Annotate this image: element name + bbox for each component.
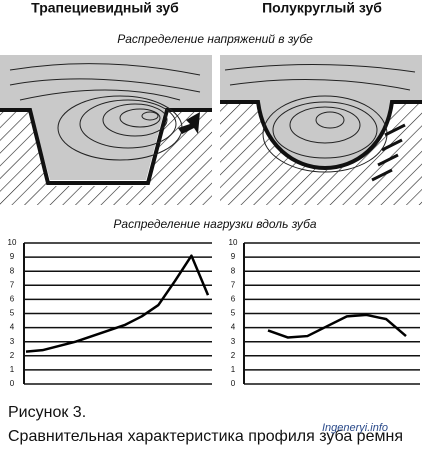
y-tick-label: 9 [10,252,15,261]
y-tick-label: 0 [10,379,15,388]
y-tick-label: 5 [231,309,236,318]
y-tick-label: 2 [10,351,15,360]
y-tick-label: 3 [10,337,15,346]
y-tick-label: 6 [10,295,15,304]
y-tick-label: 4 [10,323,15,332]
y-tick-label: 3 [231,337,236,346]
load-caption: Распределение нагрузки вдоль зуба [113,217,317,231]
y-tick-label: 7 [10,280,15,289]
header: Полукруглый зуб [262,0,382,16]
y-tick-label: 2 [231,351,236,360]
semicircle-diagram [220,55,422,205]
y-tick-label: 9 [231,252,236,261]
load-curve [25,254,210,353]
y-tick-label: 8 [10,266,15,275]
y-tick-label: 1 [10,365,15,374]
figure-caption: Сравнительная характеристика профиля зуб… [8,428,403,445]
watermark: Ingeneryi.info [322,422,388,434]
trapezoid-diagram [0,55,212,205]
y-tick-label: 7 [231,280,236,289]
stress-caption: Распределение напряжений в зубе [117,32,313,46]
y-tick-label: 8 [231,266,236,275]
y-tick-label: 10 [229,238,238,247]
y-tick-label: 6 [231,295,236,304]
load-curve [267,313,407,339]
y-tick-label: 1 [231,365,236,374]
y-tick-label: 5 [10,309,15,318]
y-tick-label: 10 [8,238,17,247]
y-tick-label: 4 [231,323,236,332]
header: Трапециевидный зуб [31,0,179,16]
y-tick-label: 0 [231,379,236,388]
figure-number: Рисунок 3. [8,404,86,421]
